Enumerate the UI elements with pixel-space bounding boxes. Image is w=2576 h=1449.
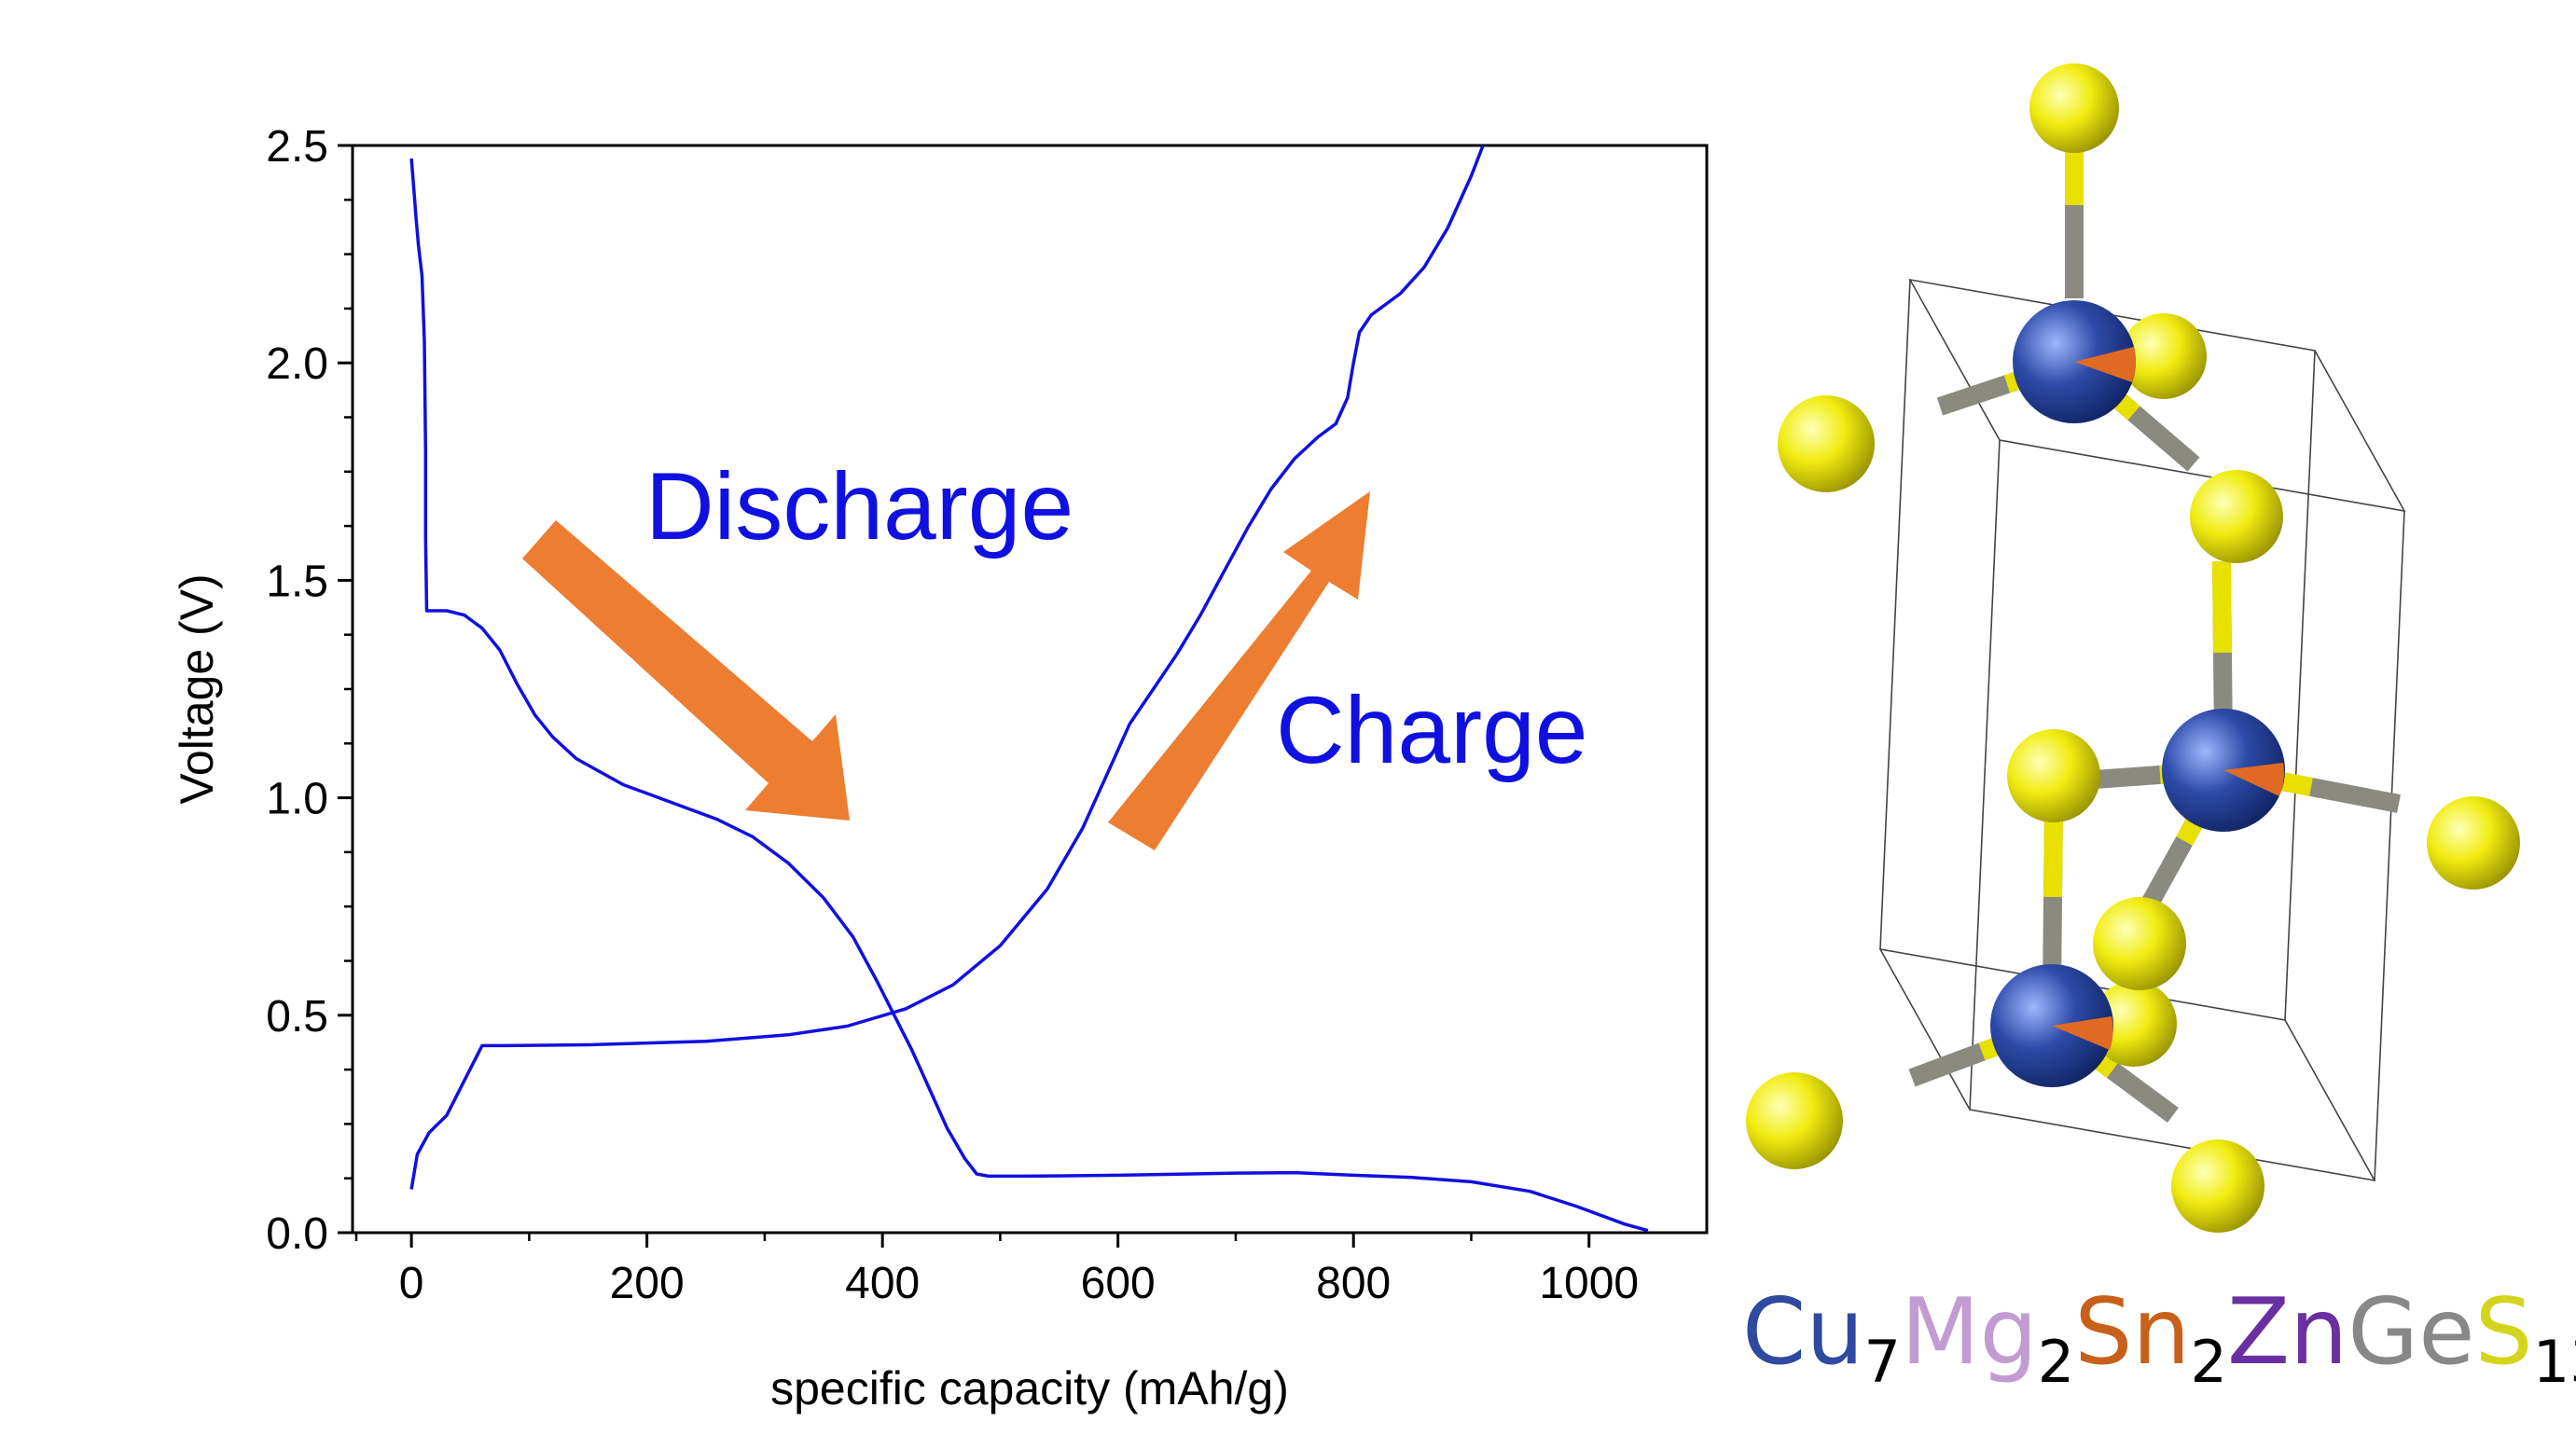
sulfur-atom bbox=[2007, 729, 2100, 822]
discharge-label: Discharge bbox=[645, 453, 1073, 559]
x-tick-label: 800 bbox=[1316, 1259, 1391, 1308]
plot-area: 0 200 400 600 800 1000 0.0 0.5 1.0 1.5 2.0 2.5 spe… bbox=[171, 122, 1709, 1414]
sulfur-atom bbox=[2091, 981, 2177, 1067]
sulfur-atom bbox=[1778, 395, 1875, 492]
y-axis-ticks: 0.0 0.5 1.0 1.5 2.0 2.5 bbox=[266, 122, 353, 1259]
formula-element: S bbox=[2474, 1279, 2533, 1386]
formula-element: Zn bbox=[2227, 1279, 2348, 1386]
x-axis-title: specific capacity (mAh/g) bbox=[770, 1362, 1289, 1414]
formula-element: Cu bbox=[1742, 1279, 1864, 1386]
y-tick-label: 1.0 bbox=[266, 775, 328, 824]
sulfur-atom bbox=[2121, 313, 2207, 399]
crystal-structure bbox=[1746, 63, 2520, 1233]
sulfur-atom bbox=[2093, 897, 2186, 990]
sulfur-atom bbox=[2171, 1139, 2264, 1233]
x-tick-label: 0 bbox=[399, 1259, 424, 1308]
formula-subscript: 13 bbox=[2532, 1327, 2576, 1396]
formula-subscript: 2 bbox=[2037, 1327, 2075, 1396]
formula-subscript: 2 bbox=[2190, 1327, 2227, 1396]
y-tick-label: 1.5 bbox=[266, 557, 328, 606]
y-tick-label: 2.0 bbox=[266, 339, 328, 389]
cation-accents bbox=[2052, 347, 2284, 1050]
discharge-curve bbox=[409, 158, 1649, 1233]
charge-arrow bbox=[1108, 491, 1370, 850]
x-tick-label: 200 bbox=[610, 1259, 685, 1308]
y-axis-title: Voltage (V) bbox=[171, 573, 223, 804]
x-tick-label: 1000 bbox=[1539, 1259, 1639, 1308]
atoms bbox=[1746, 63, 2520, 1233]
y-tick-label: 0.5 bbox=[266, 992, 328, 1042]
formula-element: Sn bbox=[2074, 1279, 2191, 1386]
sulfur-atom bbox=[1746, 1072, 1843, 1169]
discharge-arrow bbox=[522, 520, 850, 821]
formula-subscript: 7 bbox=[1863, 1327, 1901, 1396]
formula-element: Ge bbox=[2347, 1279, 2475, 1386]
y-tick-label: 0.0 bbox=[266, 1209, 328, 1259]
sulfur-atom bbox=[2029, 63, 2119, 153]
formula-element: Mg bbox=[1901, 1279, 2038, 1386]
sulfur-atom bbox=[2190, 470, 2283, 563]
y-tick-label: 2.5 bbox=[266, 122, 328, 172]
x-tick-label: 600 bbox=[1081, 1259, 1156, 1308]
charge-label: Charge bbox=[1276, 677, 1588, 783]
data-series bbox=[409, 145, 1649, 1233]
sulfur-atom bbox=[2427, 796, 2520, 890]
x-tick-label: 400 bbox=[845, 1259, 920, 1308]
chemical-formula: Cu7Mg2Sn2ZnGeS13 bbox=[1742, 1287, 2576, 1391]
charge-curve bbox=[409, 145, 1485, 1190]
x-axis-ticks: 0 200 400 600 800 1000 bbox=[354, 1233, 1639, 1308]
